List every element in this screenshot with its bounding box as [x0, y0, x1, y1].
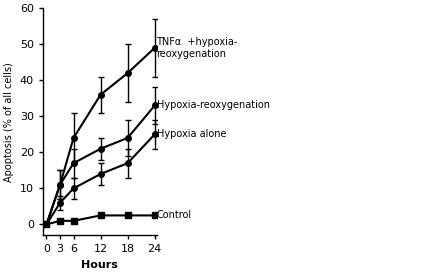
Text: Hypoxia alone: Hypoxia alone — [157, 129, 226, 139]
Text: Control: Control — [157, 210, 192, 220]
Y-axis label: Apoptosis (% of all cells): Apoptosis (% of all cells) — [4, 62, 14, 182]
Text: Hypoxia-reoxygenation: Hypoxia-reoxygenation — [157, 101, 270, 110]
X-axis label: Hours: Hours — [81, 260, 118, 270]
Text: TNFα  +hypoxia-
reoxygenation: TNFα +hypoxia- reoxygenation — [157, 37, 238, 59]
